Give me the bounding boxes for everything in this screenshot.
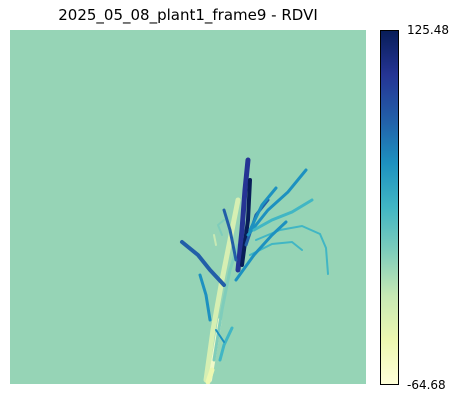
colorbar [380,30,399,385]
image-background [10,30,366,384]
colorbar-gradient [380,30,399,385]
figure-title: 2025_05_08_plant1_frame9 - RDVI [58,6,318,24]
colorbar-min-label: -64.68 [407,378,446,392]
plant-shape [180,157,329,385]
rdvi-image [10,30,366,385]
colorbar-max-label: 125.48 [407,23,449,37]
